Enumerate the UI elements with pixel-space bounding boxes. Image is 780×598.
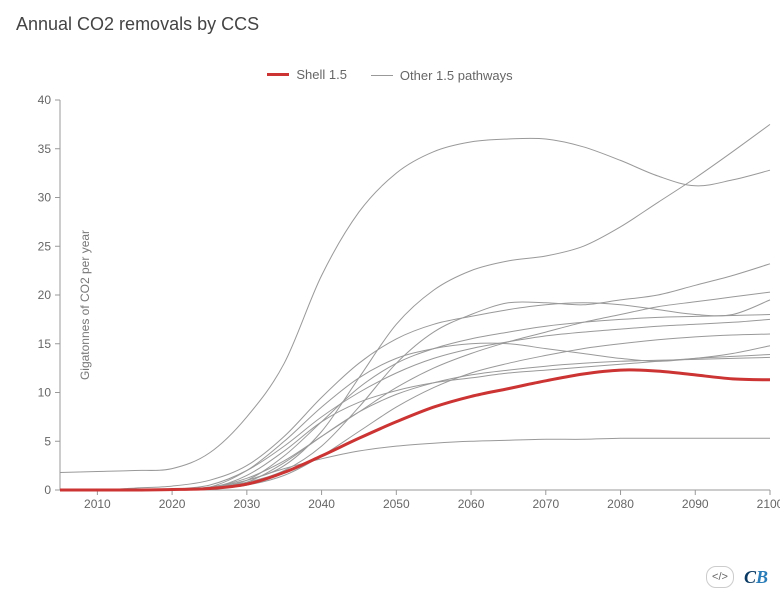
svg-text:20: 20 (38, 288, 52, 302)
svg-text:35: 35 (38, 142, 52, 156)
logo-letter-c: C (744, 567, 756, 587)
legend-swatch (267, 73, 289, 76)
svg-text:15: 15 (38, 337, 52, 351)
other-pathway-line (60, 319, 770, 490)
other-pathway-line (60, 438, 770, 490)
legend-swatch (371, 75, 393, 76)
other-pathway-line (60, 300, 770, 490)
chart-svg: 0 5 10 15 20 25 30 35 40 2010 2020 2030 2040 2050 2060… (0, 90, 780, 520)
svg-text:2050: 2050 (383, 497, 410, 511)
svg-text:2070: 2070 (532, 497, 559, 511)
code-icon: </> (712, 571, 728, 583)
legend-item: Shell 1.5 (267, 67, 347, 82)
embed-button[interactable]: </> (706, 566, 734, 588)
svg-text:2060: 2060 (458, 497, 485, 511)
svg-text:2040: 2040 (308, 497, 335, 511)
other-pathway-line (60, 315, 770, 491)
logo: CB (744, 567, 768, 588)
svg-text:2090: 2090 (682, 497, 709, 511)
svg-text:10: 10 (38, 386, 52, 400)
svg-text:2030: 2030 (233, 497, 260, 511)
y-axis-label: Gigatonnes of CO2 per year (78, 230, 92, 380)
legend-label: Shell 1.5 (296, 67, 347, 82)
other-pathway-line (60, 334, 770, 490)
svg-text:2010: 2010 (84, 497, 111, 511)
svg-text:25: 25 (38, 239, 52, 253)
svg-text:2100: 2100 (757, 497, 780, 511)
legend-label: Other 1.5 pathways (400, 68, 513, 83)
legend-item: Other 1.5 pathways (371, 68, 513, 83)
svg-text:30: 30 (38, 191, 52, 205)
logo-letter-b: B (756, 567, 768, 587)
other-pathway-line (60, 292, 770, 490)
svg-text:2080: 2080 (607, 497, 634, 511)
svg-text:0: 0 (44, 483, 51, 497)
legend: Shell 1.5 Other 1.5 pathways (0, 64, 780, 83)
chart-title: Annual CO2 removals by CCS (16, 14, 259, 35)
chart-area: Gigatonnes of CO2 per year 0 5 10 15 20 25 30 3… (0, 90, 780, 520)
svg-text:5: 5 (44, 434, 51, 448)
svg-text:2020: 2020 (159, 497, 186, 511)
svg-text:40: 40 (38, 93, 52, 107)
other-pathway-line (60, 124, 770, 490)
